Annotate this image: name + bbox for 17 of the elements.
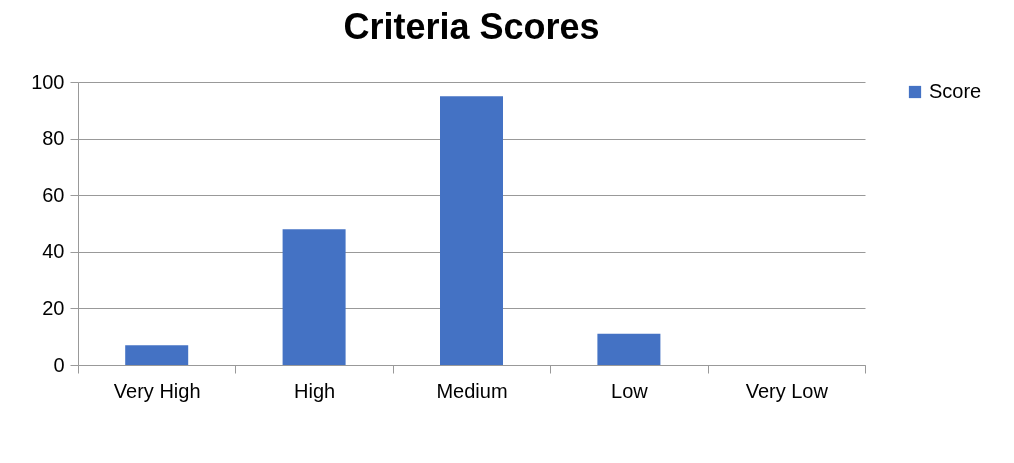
x-tick-label: Very Low	[745, 379, 829, 402]
y-tick-label: 100	[31, 70, 65, 93]
chart-title: Criteria Scores	[343, 6, 600, 47]
y-tick-label: 20	[42, 296, 65, 319]
y-tick-label: 40	[42, 240, 65, 263]
bar	[597, 333, 661, 365]
y-tick-label: 0	[53, 353, 65, 376]
x-tick-label: Medium	[436, 379, 508, 402]
x-tick-label: Very High	[113, 379, 201, 402]
bar	[125, 345, 189, 365]
y-tick-label: 80	[42, 127, 65, 150]
y-tick-label: 60	[42, 183, 65, 206]
x-tick-label: Low	[611, 379, 649, 402]
legend-label: Score	[929, 80, 982, 102]
bar	[440, 96, 503, 365]
bar	[282, 229, 346, 365]
x-tick-label: High	[294, 379, 336, 402]
